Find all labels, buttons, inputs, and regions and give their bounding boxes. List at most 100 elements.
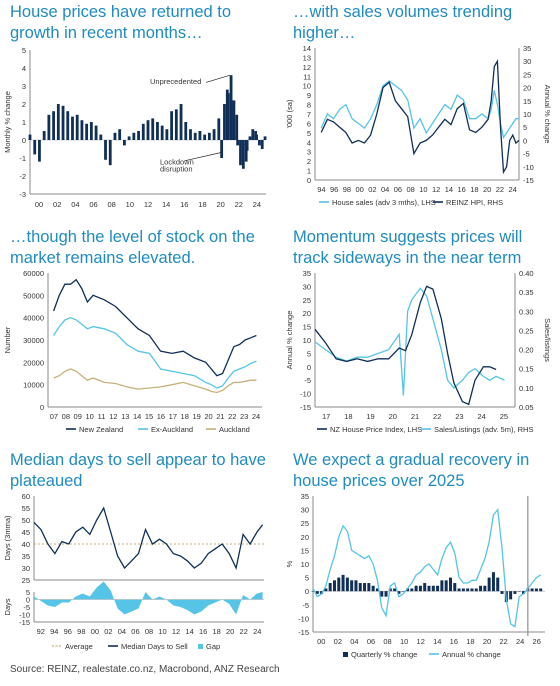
x-tick-label: 22: [235, 200, 243, 209]
x-tick-label: 24: [508, 185, 516, 194]
bar: [33, 140, 37, 155]
y-tick-label: 0: [307, 363, 311, 372]
legend-label: Median Days to Sell: [121, 642, 188, 651]
x-tick-label: 24: [253, 200, 261, 209]
y-tick-label: 25: [22, 576, 30, 585]
bar: [363, 583, 367, 592]
x-tick-label: 17: [169, 412, 177, 421]
x-tick-label: 25: [500, 412, 508, 421]
x-tick-label: 20: [483, 185, 491, 194]
x-tick-label: 17: [322, 412, 330, 421]
y2-tick-label: 35: [523, 44, 531, 53]
y2-tick-label: -10: [523, 163, 534, 172]
series-line-auckland: [53, 368, 257, 394]
x-tick-label: 22: [228, 412, 236, 421]
bar: [522, 591, 526, 594]
y-tick-label: 30: [303, 282, 311, 291]
y-tick-label: -15: [300, 403, 311, 412]
y-tick-label-bottom: 0: [26, 596, 30, 605]
y-tick-label: 35: [303, 269, 311, 278]
y2-tick-label: 30: [523, 57, 531, 66]
x-tick-label: 26: [533, 637, 541, 646]
y-tick-label: 10: [301, 560, 309, 569]
legend-label: NZ House Price Index, LHS: [330, 425, 422, 434]
y-tick-label: 50: [22, 516, 30, 525]
bar: [474, 588, 478, 592]
y2-tick-label: 0: [523, 136, 527, 145]
y-tick-label-bottom: -5: [23, 603, 30, 612]
x-tick-label: 18: [181, 412, 189, 421]
y-tick-label: 5: [307, 349, 311, 358]
legend-label: Average: [65, 642, 93, 651]
y2-tick-label: -5: [523, 150, 530, 159]
x-tick-label: 00: [355, 185, 363, 194]
y-tick-label: 25: [303, 296, 311, 305]
x-tick-label: 02: [334, 637, 342, 646]
x-tick-label: 08: [145, 627, 153, 636]
bar: [341, 574, 345, 592]
chart-title: We expect a gradual recovery in house pr…: [293, 451, 530, 490]
bar: [229, 75, 233, 140]
bar: [470, 588, 474, 592]
x-tick-label: 12: [109, 412, 117, 421]
y-axis-label: Monthly % change: [3, 91, 12, 153]
y-tick-label: 45: [22, 528, 30, 537]
x-tick-label: 06: [394, 185, 402, 194]
y-tick-label: -2: [19, 172, 26, 181]
y-tick-label: 4: [307, 138, 311, 147]
bar: [500, 591, 504, 594]
x-tick-label: 22: [240, 627, 248, 636]
bar: [184, 122, 188, 140]
y-tick-label: 9: [307, 91, 311, 100]
bar: [260, 140, 264, 149]
y-tick-label: 0: [307, 176, 311, 185]
bar: [263, 136, 267, 140]
bar: [328, 583, 332, 592]
x-tick-label: 24: [252, 412, 260, 421]
y-tick-label: 7: [307, 110, 311, 119]
y-axis-label-bottom: Days: [3, 598, 12, 615]
y-tick-label: 30: [301, 506, 309, 515]
y-tick-label: 1: [22, 118, 26, 127]
x-tick-label: 00: [91, 627, 99, 636]
bar: [393, 588, 397, 592]
y2-tick-label: 15: [523, 97, 531, 106]
bar: [113, 132, 117, 140]
x-tick-label: 04: [381, 185, 389, 194]
bar: [245, 140, 249, 151]
y-tick-label: 0: [40, 403, 44, 412]
bar: [94, 125, 98, 140]
x-tick-label: 10: [419, 185, 427, 194]
x-tick-label: 10: [85, 412, 93, 421]
bar: [517, 591, 521, 592]
bar: [38, 140, 41, 162]
x-tick-label: 14: [185, 627, 193, 636]
bar: [397, 591, 401, 594]
legend-label: Auckland: [219, 425, 250, 434]
bar: [311, 591, 315, 592]
y-tick-label: -5: [302, 601, 309, 610]
x-tick-label: 08: [383, 637, 391, 646]
bar: [179, 104, 183, 140]
series-line-sales-listings: [314, 287, 505, 396]
bar: [431, 585, 435, 592]
bar: [52, 111, 55, 140]
annotation-label: disruption: [160, 165, 193, 174]
y-tick-label: 2: [22, 100, 26, 109]
chart-momentum: 35 30 25 20 15 10 5 0 -5 -10 -15 0.40 0.35 0.30 0.25 0.…: [285, 269, 552, 434]
bar: [226, 93, 230, 140]
annotation-arrow: [205, 74, 231, 83]
bar: [174, 109, 178, 140]
bar: [85, 123, 89, 140]
x-tick-label: 16: [457, 185, 465, 194]
y-tick-label: 3: [307, 148, 311, 157]
chart-recovery: 35 30 25 20 15 10 5 0 -5 -10 -15% 00 02 04 06 08 10 12 14 1…: [285, 492, 545, 659]
x-tick-label: 15: [145, 412, 153, 421]
legend-label: Annual % change: [442, 650, 501, 659]
y-tick-label: 14: [303, 44, 311, 53]
chart-title: House prices have returned to growth in …: [10, 3, 232, 42]
y-tick-label: 0: [305, 587, 309, 596]
panel-sales-volumes: …with sales volumes trending higher… 14 1…: [283, 0, 553, 222]
y2-tick-label: 0.15: [519, 365, 534, 374]
